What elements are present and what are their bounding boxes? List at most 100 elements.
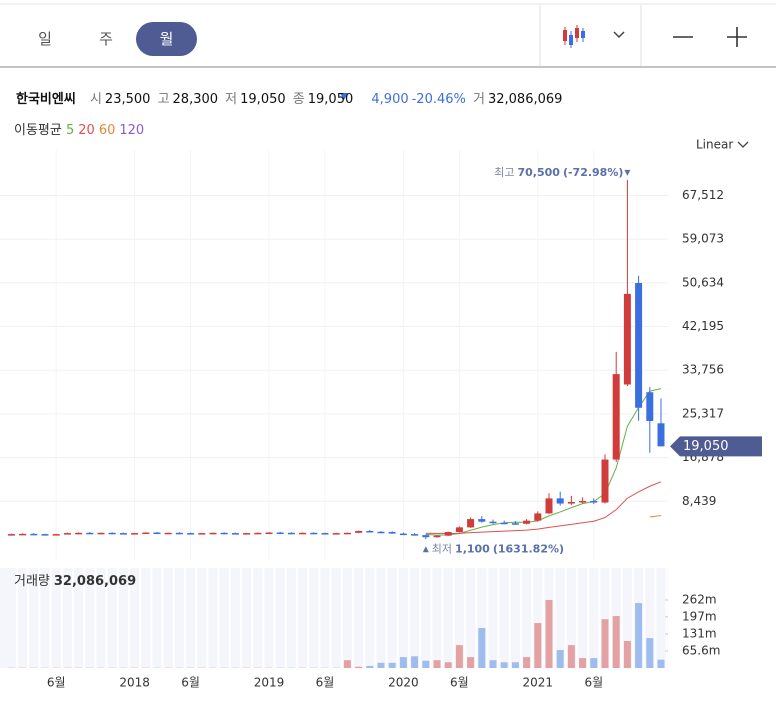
- candle-body: [243, 533, 251, 535]
- candle-body: [478, 519, 486, 522]
- volume-bar: [534, 623, 542, 668]
- annotation-label: 최고: [494, 166, 514, 179]
- candle-body: [545, 498, 553, 514]
- high-marker: [624, 169, 631, 176]
- volume-bar: [377, 662, 385, 668]
- ma-line: [649, 514, 662, 518]
- candle-body: [567, 502, 575, 504]
- quote-value: 19,050: [240, 92, 286, 107]
- candle-body: [422, 535, 430, 538]
- candle-body: [97, 532, 105, 535]
- dropdown-chevron[interactable]: [613, 31, 625, 39]
- x-tick-label: 6월: [316, 676, 335, 690]
- candle-body: [433, 535, 441, 538]
- candle-body: [489, 521, 497, 524]
- quote-value: 23,500: [104, 92, 151, 107]
- candle-body: [7, 534, 15, 536]
- quote-label: 저: [225, 92, 238, 107]
- volume-tick-label: 65.6m: [682, 643, 720, 657]
- candle-body: [500, 522, 508, 525]
- price-tag: [670, 436, 762, 457]
- candle-body: [198, 533, 206, 535]
- candle-body: [579, 500, 587, 503]
- zoom-in[interactable]: [727, 27, 747, 47]
- volume-last: 32,086,069: [54, 574, 136, 589]
- volume-bar: [646, 638, 654, 668]
- tab[interactable]: 일: [38, 30, 52, 48]
- legend-entry: 120: [119, 123, 145, 138]
- stock-name: 한국비엔씨: [16, 92, 76, 107]
- volume-bar: [444, 662, 452, 668]
- candle-body: [41, 534, 49, 536]
- volume-title: 거래량 32,086,069: [14, 574, 136, 589]
- candle-body: [601, 459, 609, 503]
- low-annotation: 최저 1,100 (1631.82%): [432, 542, 564, 555]
- high-annotation: 최고 70,500 (-72.98%): [494, 166, 623, 179]
- tab[interactable]: 월: [159, 30, 174, 48]
- annotation-note: (1631.82%): [493, 542, 564, 555]
- volume-bar: [500, 662, 508, 668]
- quote-label: 종: [292, 92, 305, 107]
- tab-selected-bg: [136, 22, 197, 56]
- ma-line: [425, 481, 662, 534]
- candle-body: [299, 532, 307, 535]
- ma-title: 이동평균: [14, 123, 62, 138]
- annotation-value: 70,500: [518, 166, 561, 179]
- volume-bar: [422, 660, 430, 668]
- volume-panel: [0, 568, 668, 668]
- candle-body: [455, 527, 463, 533]
- x-tick-label: 2021: [523, 676, 554, 690]
- volume-bar: [399, 657, 407, 668]
- scale-select[interactable]: Linear: [696, 138, 733, 152]
- low-marker: [422, 546, 429, 553]
- candle-body: [411, 534, 419, 536]
- candle-icon[interactable]: [563, 25, 585, 48]
- volume-bar: [612, 616, 620, 668]
- change-pct: -20.46%: [411, 92, 466, 107]
- candle-body: [635, 282, 643, 408]
- volume-bar: [545, 599, 553, 668]
- candle-body: [265, 532, 273, 535]
- candle-body: [63, 533, 71, 535]
- x-tick-label: 6월: [47, 676, 66, 690]
- candle-body: [254, 532, 262, 535]
- quote-row: 한국비엔씨 시 23,500 고 28,300 저 19,050 종 19,050 4,…: [16, 88, 565, 107]
- candle-body: [612, 374, 620, 460]
- candle-body: [220, 532, 228, 535]
- volume-bar: [579, 658, 587, 668]
- volume-tick-label: 131m: [682, 626, 717, 640]
- candle-body: [623, 293, 631, 385]
- candle-body: [119, 533, 127, 535]
- candle-body: [175, 532, 183, 535]
- volume-bar: [366, 665, 374, 668]
- candle-body: [30, 533, 38, 536]
- y-tick-label: 50,634: [682, 275, 724, 289]
- volume-bar: [388, 662, 396, 668]
- scale-chevron[interactable]: [737, 141, 749, 148]
- candle-body: [534, 513, 542, 521]
- annotation-label: 최저: [432, 542, 452, 555]
- candle-body: [646, 392, 654, 421]
- volume-bar: [635, 603, 643, 668]
- volume-bar: [590, 658, 598, 668]
- candle-body: [209, 532, 217, 535]
- candle-body: [355, 531, 363, 533]
- volume-bar: [455, 645, 463, 668]
- tab[interactable]: 주: [99, 30, 113, 48]
- legend-entry: 5: [65, 123, 75, 138]
- volume-bar: [523, 657, 531, 668]
- candle-body: [332, 533, 340, 535]
- candle-body: [467, 519, 475, 528]
- candle-body: [108, 532, 116, 535]
- volume-bar: [657, 659, 665, 668]
- x-tick-label: 2020: [388, 676, 419, 690]
- price-tag-label: 19,050: [683, 439, 729, 454]
- down-arrow: [340, 93, 348, 100]
- candle-body: [131, 533, 139, 535]
- volume-bar: [343, 660, 351, 668]
- volume-bar: [411, 656, 419, 668]
- candle-body: [164, 532, 172, 535]
- candle-body: [444, 532, 452, 536]
